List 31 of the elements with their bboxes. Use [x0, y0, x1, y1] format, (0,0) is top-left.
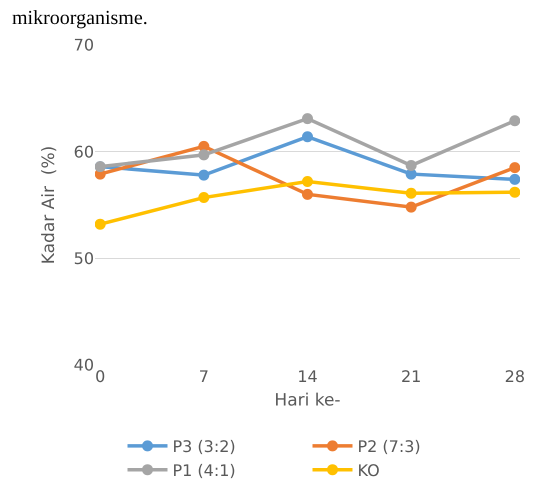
point: [406, 160, 417, 172]
point: [95, 218, 106, 230]
point: [302, 113, 313, 124]
legend-label: P3 (3:2): [172, 437, 236, 456]
y-axis-title: Kadar Air (%): [39, 146, 60, 264]
point: [198, 192, 210, 204]
text: mikroorganisme.: [12, 7, 148, 29]
point: [406, 202, 417, 213]
point: [302, 176, 313, 188]
x-tick-label: 21: [400, 367, 422, 386]
point: [509, 186, 520, 198]
legend-label: P1 (4:1): [172, 460, 236, 480]
point: [302, 188, 313, 200]
x-axis-title: Hari ke-: [274, 390, 341, 410]
x-tick-label: 28: [504, 367, 525, 386]
y-tick-label: 60: [74, 142, 94, 162]
point: [509, 115, 520, 126]
x-tick-label: 14: [297, 367, 318, 386]
y-tick-label: 70: [74, 36, 94, 55]
point: [302, 131, 313, 142]
point: [509, 174, 520, 185]
point: [198, 170, 210, 181]
legend-label: KO: [358, 460, 380, 480]
point: [198, 149, 210, 160]
point: [406, 188, 417, 199]
y-tick-label: 40: [74, 356, 94, 375]
x-tick-label: 0: [95, 367, 106, 386]
y-tick-label: 50: [74, 248, 94, 268]
point: [509, 162, 520, 174]
x-tick-label: 7: [198, 367, 209, 386]
legend-label: P2 (7:3): [358, 437, 421, 456]
